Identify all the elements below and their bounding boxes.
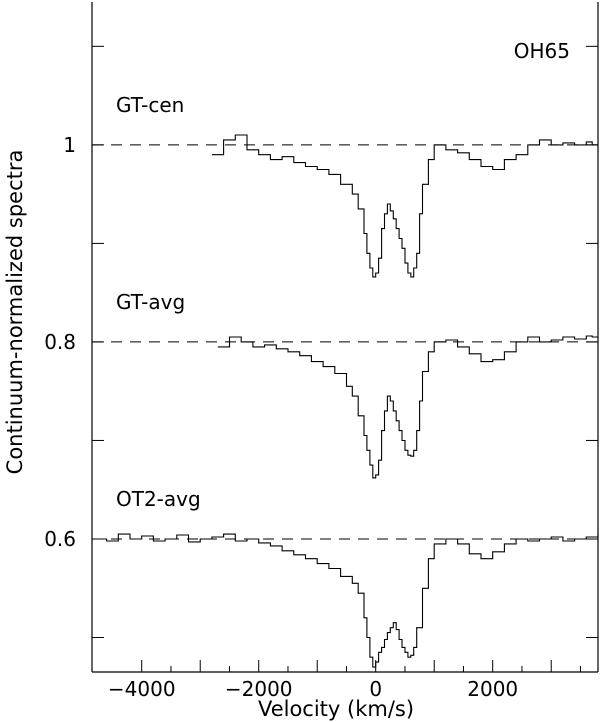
x-tick-label: −2000 [225,677,293,701]
series-labels: GT-cen GT-avg OT2-avg [116,93,201,511]
x-tick-label: 0 [369,677,382,701]
spectrum-line [217,335,598,479]
axis-tick-labels: −4000 −2000 0 2000 0.6 0.8 1 [44,133,518,701]
x-tick-label: −4000 [108,677,176,701]
x-axis-label: Velocity (km/s) [258,697,414,721]
y-tick-label: 0.8 [44,330,76,354]
y-axis-label: Continuum-normalized spectra [3,150,27,475]
spectrum-line [211,134,598,278]
axis-ticks [92,45,598,672]
series-label: OT2-avg [116,487,201,511]
y-tick-label: 0.6 [44,527,76,551]
spectra-series [92,134,599,668]
series-label: GT-avg [116,290,185,314]
y-tick-label: 1 [63,133,76,157]
spectrum-line [92,533,599,668]
x-tick-label: 2000 [467,677,518,701]
series-label: GT-cen [116,93,184,117]
annotation-label: OH65 [514,39,570,63]
